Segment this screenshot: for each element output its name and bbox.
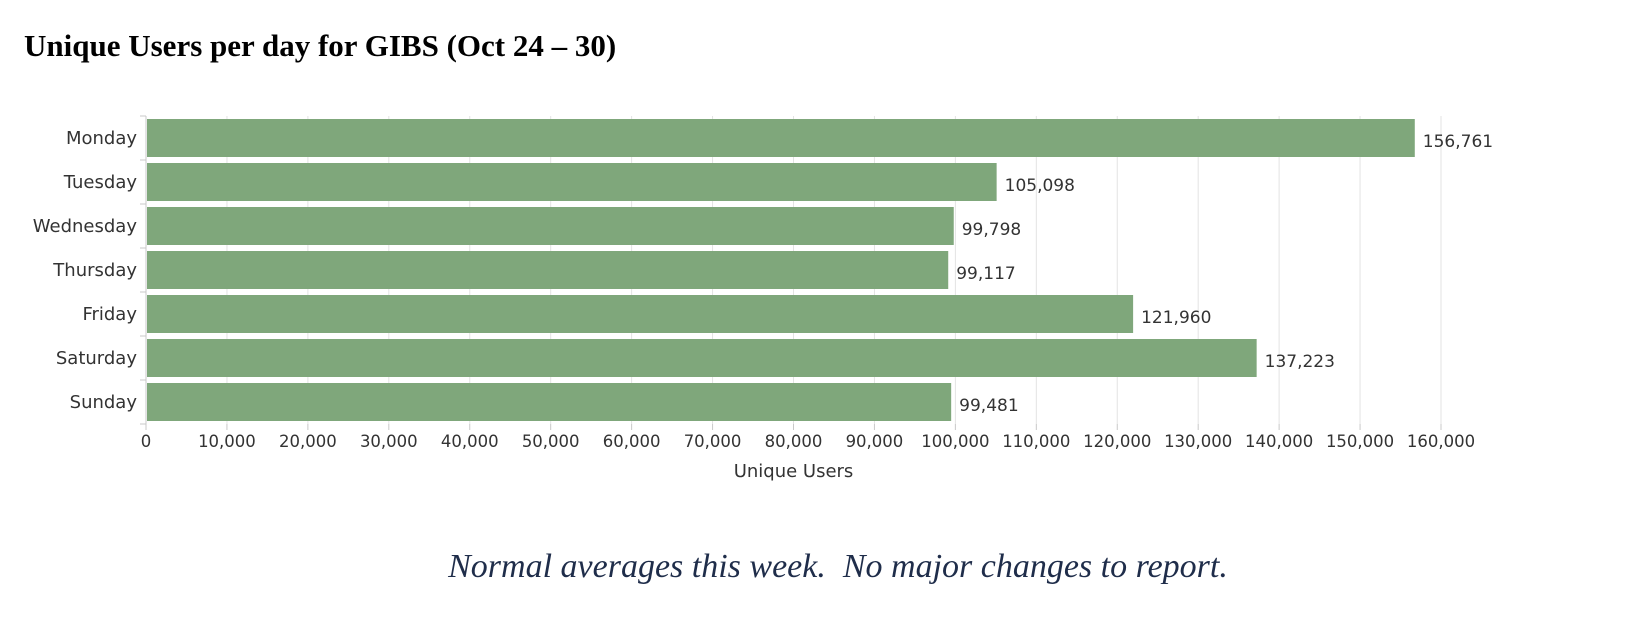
data-label: 105,098 [1005,176,1075,196]
x-tick-label: 10,000 [198,432,256,451]
data-label: 99,798 [962,220,1021,240]
data-label: 121,960 [1141,308,1211,328]
x-tick-label: 40,000 [441,432,499,451]
data-label: 137,223 [1265,352,1335,372]
bar-saturday [147,339,1257,377]
category-label: Thursday [52,260,137,281]
bar-sunday [147,383,952,421]
data-label: 99,117 [956,264,1015,284]
data-label: 156,761 [1423,132,1493,152]
labels: 0 10,000 20,000 30,000 40,000 50,000 60,000 70,… [33,128,1493,451]
x-tick-label: 80,000 [765,432,823,451]
x-tick-label: 60,000 [603,432,661,451]
bar-wednesday [147,207,954,245]
x-tick-label: 130,000 [1164,432,1232,451]
category-label: Friday [82,304,137,325]
x-tick-label: 110,000 [1002,432,1070,451]
category-label: Saturday [56,348,137,369]
x-tick-label: 90,000 [846,432,904,451]
axes [140,115,1442,430]
category-label: Sunday [70,392,138,413]
x-tick-label: 50,000 [522,432,580,451]
bar-thursday [147,251,949,289]
bars [147,119,1415,421]
category-label: Wednesday [33,216,138,237]
bar-tuesday [147,163,997,201]
x-tick-label: 20,000 [279,432,337,451]
bar-chart: 0 10,000 20,000 30,000 40,000 50,000 60,000 70,… [33,115,1493,482]
footnote: Normal averages this week. No major chan… [0,548,1648,586]
x-tick-label: 160,000 [1407,432,1475,451]
category-label: Monday [66,128,137,149]
page-title: Unique Users per day for GIBS (Oct 24 – … [24,28,617,63]
x-tick-label: 150,000 [1326,432,1394,451]
data-label: 99,481 [959,396,1018,416]
footnote-text: Normal averages this week. No major chan… [448,548,1228,585]
x-tick-label: 70,000 [684,432,742,451]
bar-friday [147,295,1134,333]
category-label: Tuesday [63,172,138,193]
x-tick-label: 0 [141,432,152,451]
x-tick-label: 120,000 [1083,432,1151,451]
x-tick-label: 100,000 [921,432,989,451]
x-tick-label: 140,000 [1245,432,1313,451]
x-tick-label: 30,000 [360,432,418,451]
x-axis-title: Unique Users [734,461,854,482]
bar-monday [147,119,1415,157]
